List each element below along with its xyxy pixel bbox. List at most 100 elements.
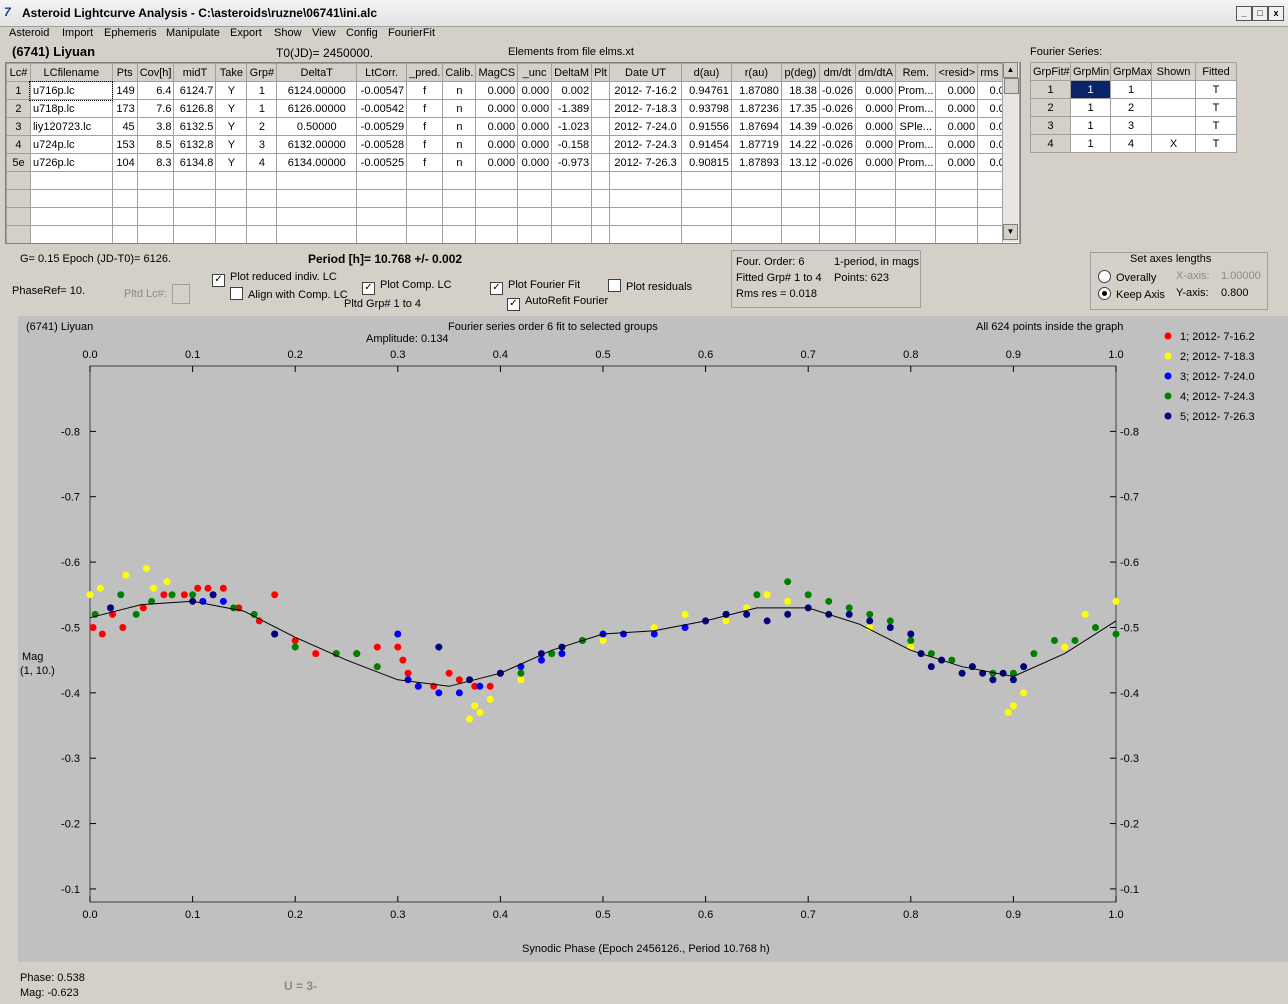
minimize-button[interactable]: _ — [1236, 6, 1252, 21]
table-cell[interactable]: f — [406, 99, 444, 118]
table-cell[interactable] — [681, 171, 732, 190]
table-row[interactable]: 2 u718p.lc 173 7.6 6126.8 Y 1 6126.00000 -0.0054… — [6, 99, 1020, 118]
table-cell[interactable]: 0.000 — [475, 135, 519, 154]
menu-export[interactable]: Export — [230, 27, 262, 39]
table-cell[interactable] — [591, 135, 611, 154]
table-cell[interactable]: Y — [215, 117, 248, 136]
table-cell[interactable]: 0.000 — [517, 135, 553, 154]
table-cell[interactable] — [855, 225, 897, 243]
table-cell[interactable]: 2012- 7-16.2 — [609, 81, 682, 100]
plot-svg[interactable]: 0.0 0.0 0.1 0.1 0.2 0.2 0.3 0.3 0.4 0.4 0.5 0.5 0.6 0… — [18, 316, 1288, 962]
table-cell[interactable] — [681, 225, 732, 243]
table-cell[interactable] — [681, 189, 732, 208]
table-cell[interactable]: 104 — [111, 153, 138, 172]
table-cell[interactable]: n — [442, 99, 477, 118]
scroll-thumb[interactable] — [1004, 78, 1019, 94]
fourier-cell[interactable]: 1 — [1070, 116, 1111, 135]
fourier-cell[interactable]: T — [1195, 98, 1237, 117]
column-header[interactable]: MagCS — [475, 63, 519, 82]
table-cell[interactable]: 0.002 — [551, 81, 593, 100]
table-cell[interactable] — [780, 171, 820, 190]
table-cell[interactable]: -0.00547 — [356, 81, 408, 100]
table-cell[interactable] — [29, 207, 113, 226]
table-cell[interactable] — [780, 207, 820, 226]
table-cell[interactable] — [276, 189, 358, 208]
table-cell[interactable]: 0.91556 — [681, 117, 732, 136]
table-cell[interactable]: SPle... — [895, 117, 937, 136]
table-cell[interactable]: 2 — [246, 117, 278, 136]
fourier-row-header[interactable]: 1 — [1030, 80, 1071, 99]
table-cell[interactable]: 0.000 — [935, 135, 979, 154]
table-cell[interactable]: 0.000 — [855, 81, 897, 100]
table-cell[interactable] — [356, 171, 408, 190]
table-cell[interactable] — [246, 225, 278, 243]
table-cell[interactable] — [442, 207, 477, 226]
table-cell[interactable] — [818, 207, 857, 226]
fourier-cell[interactable]: 2 — [1110, 98, 1152, 117]
table-cell[interactable]: Y — [215, 153, 248, 172]
table-cell[interactable]: Prom... — [895, 153, 937, 172]
table-row[interactable]: 4 u724p.lc 153 8.5 6132.8 Y 3 6132.00000 -0.0052… — [6, 135, 1020, 154]
table-cell[interactable] — [730, 207, 782, 226]
column-header[interactable]: p(deg) — [780, 63, 820, 82]
table-cell[interactable]: 7.6 — [136, 99, 175, 118]
column-header[interactable]: DeltaM — [551, 63, 593, 82]
autorefit-checkbox[interactable]: ✓ AutoRefit Fourier — [507, 295, 608, 311]
table-cell[interactable] — [442, 225, 477, 243]
table-cell[interactable] — [935, 225, 979, 243]
table-cell[interactable] — [276, 171, 358, 190]
table-cell[interactable]: 8.5 — [136, 135, 175, 154]
table-cell[interactable] — [609, 207, 682, 226]
fourier-row-header[interactable]: 2 — [1030, 98, 1071, 117]
empty-row[interactable] — [6, 189, 1020, 208]
table-cell[interactable]: 0.50000 — [276, 117, 358, 136]
table-cell[interactable] — [215, 189, 248, 208]
table-row[interactable]: 3 liy120723.lc 45 3.8 6132.5 Y 2 0.50000 -0.0052… — [6, 117, 1020, 136]
column-header[interactable]: midT — [173, 63, 217, 82]
table-cell[interactable]: 2012- 7-18.3 — [609, 99, 682, 118]
table-cell[interactable] — [406, 171, 444, 190]
table-cell[interactable] — [475, 171, 519, 190]
table-cell[interactable] — [173, 207, 217, 226]
column-header[interactable]: <resid> — [935, 63, 979, 82]
column-header[interactable]: Grp# — [246, 63, 278, 82]
align-comp-checkbox[interactable]: Align with Comp. LC — [230, 287, 348, 301]
table-cell[interactable]: 173 — [111, 99, 138, 118]
table-cell[interactable]: 2012- 7-24.3 — [609, 135, 682, 154]
fourier-row-header[interactable]: 3 — [1030, 116, 1071, 135]
menu-manipulate[interactable]: Manipulate — [166, 27, 220, 39]
table-cell[interactable]: Y — [215, 135, 248, 154]
table-cell[interactable]: 14.39 — [780, 117, 820, 136]
table-cell[interactable] — [730, 225, 782, 243]
lc-table-scrollbar[interactable]: ▲ ▼ — [1002, 62, 1019, 242]
table-cell[interactable]: 0.94761 — [681, 81, 732, 100]
table-cell[interactable] — [935, 189, 979, 208]
table-cell[interactable]: -0.973 — [551, 153, 593, 172]
table-cell[interactable]: -0.00528 — [356, 135, 408, 154]
column-header[interactable]: Pts — [111, 63, 138, 82]
table-cell[interactable] — [780, 225, 820, 243]
table-cell[interactable]: 6134.8 — [173, 153, 217, 172]
column-header[interactable]: Calib. — [442, 63, 477, 82]
table-cell[interactable]: Y — [215, 99, 248, 118]
table-cell[interactable]: 4 — [246, 153, 278, 172]
fourier-cell[interactable]: X — [1151, 134, 1196, 153]
fourier-column-header[interactable]: GrpMax — [1110, 62, 1152, 81]
table-cell[interactable] — [406, 225, 444, 243]
table-cell[interactable]: f — [406, 117, 444, 136]
table-cell[interactable] — [591, 171, 611, 190]
table-cell[interactable] — [442, 189, 477, 208]
table-cell[interactable]: 0.000 — [855, 99, 897, 118]
table-cell[interactable]: 1 — [246, 99, 278, 118]
table-cell[interactable] — [591, 117, 611, 136]
table-cell[interactable] — [173, 189, 217, 208]
table-cell[interactable] — [517, 207, 553, 226]
table-cell[interactable] — [855, 207, 897, 226]
fourier-cell[interactable]: T — [1195, 134, 1237, 153]
table-cell[interactable] — [895, 171, 937, 190]
table-row[interactable]: 5e u726p.lc 104 8.3 6134.8 Y 4 6134.00000 -0.005… — [6, 153, 1020, 172]
table-cell[interactable]: -0.026 — [818, 153, 857, 172]
table-cell[interactable] — [855, 171, 897, 190]
table-cell[interactable] — [609, 189, 682, 208]
